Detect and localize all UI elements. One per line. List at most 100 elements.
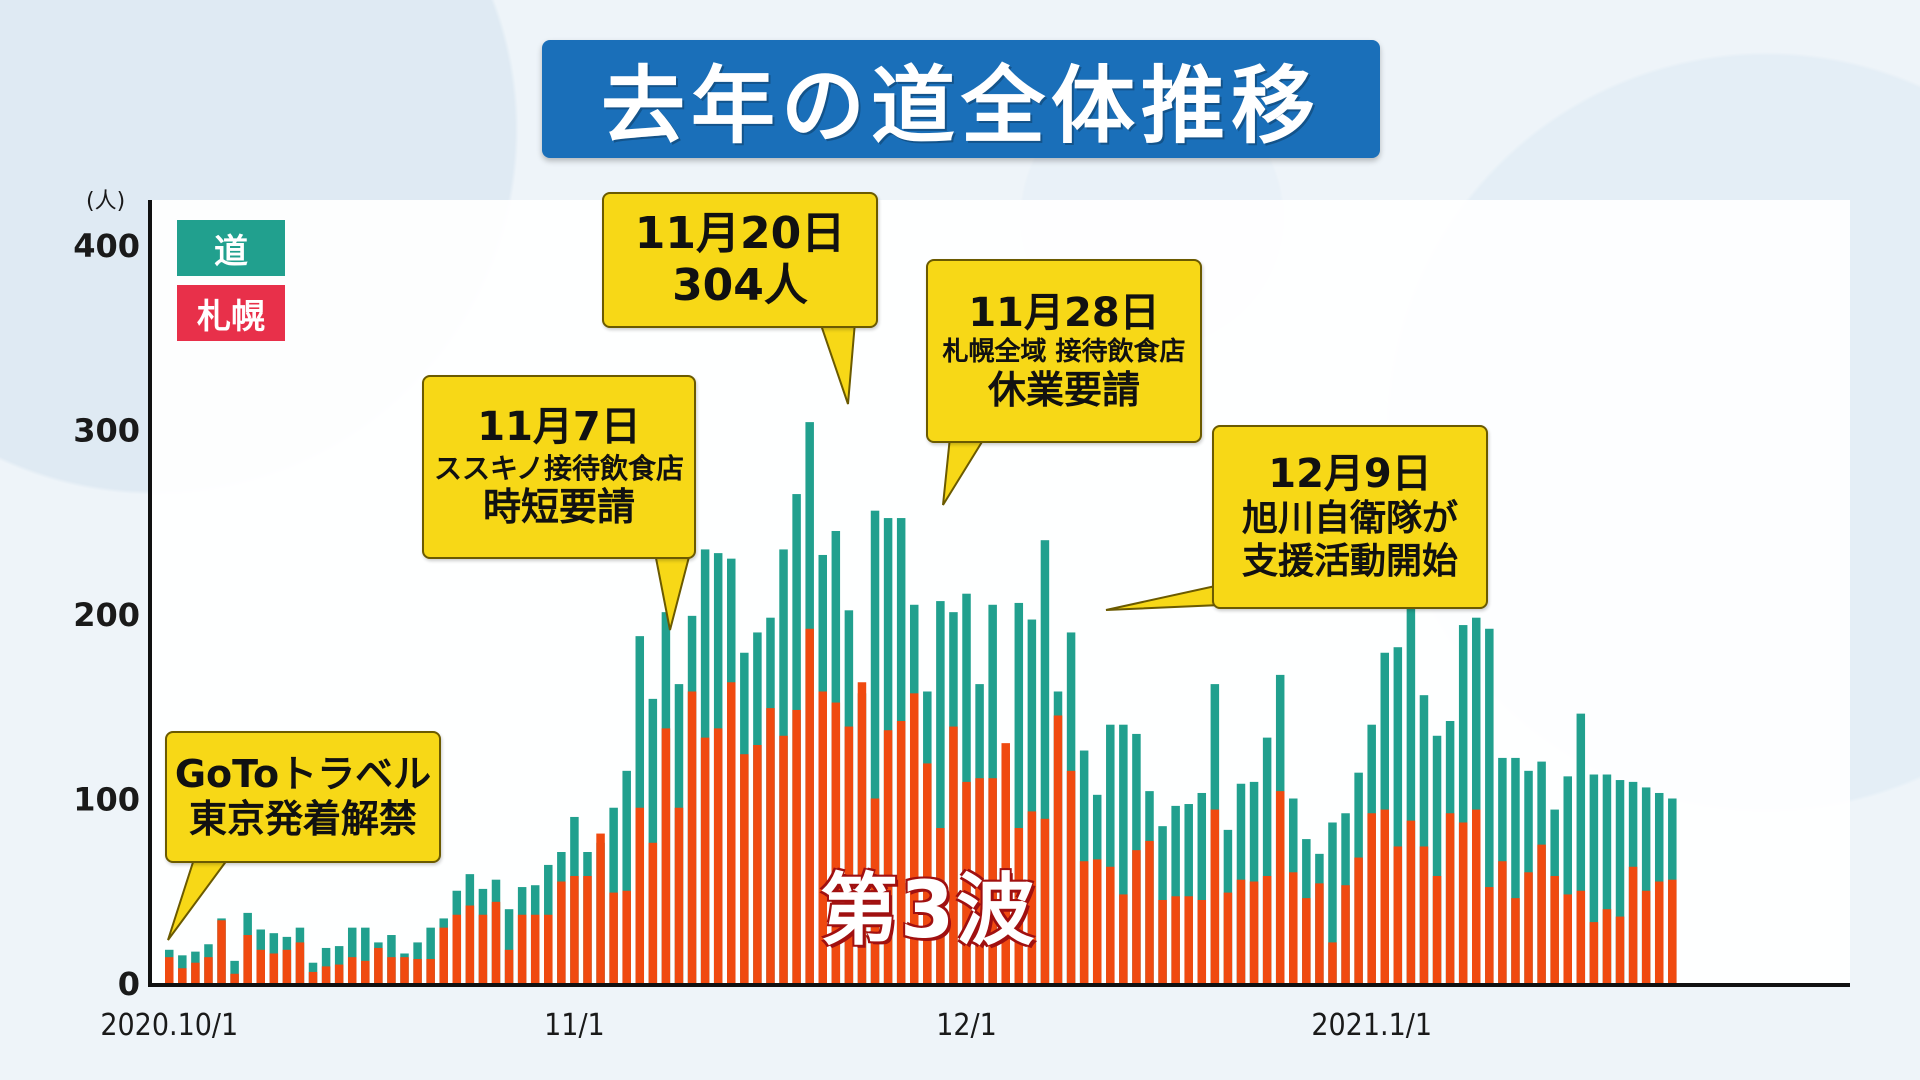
bar-sapporo: [1315, 883, 1324, 983]
bar-do: [1184, 804, 1193, 983]
y-tick-label: 100: [73, 781, 140, 819]
bar-do: [648, 698, 658, 983]
bar-sapporo: [269, 953, 279, 983]
chart-title-box: 去年の道全体推移: [542, 40, 1380, 158]
bar-sapporo: [687, 691, 697, 983]
bar-sapporo: [1184, 896, 1193, 983]
bar-do: [870, 510, 880, 983]
bar-sapporo: [243, 935, 252, 983]
bar-sapporo: [883, 730, 893, 983]
bar-sapporo: [295, 942, 305, 983]
bar-sapporo: [191, 962, 200, 983]
bar-sapporo: [1563, 894, 1572, 983]
callout-goto: GoToトラベル 東京発着解禁: [165, 731, 441, 863]
callout-nov20: 11月20日 304人: [602, 192, 878, 328]
callout-nov7-line3: 時短要請: [482, 484, 635, 529]
bar-sapporo: [1380, 809, 1390, 983]
bar-sapporo: [517, 914, 527, 984]
bar-sapporo: [1171, 896, 1180, 983]
x-tick-label: 11/1: [544, 1008, 605, 1043]
bar-do: [1602, 774, 1612, 983]
bar-sapporo: [570, 875, 579, 983]
bar-sapporo: [792, 709, 801, 983]
bar-do: [230, 960, 239, 983]
bar-do: [1262, 737, 1272, 983]
bar-sapporo: [779, 735, 788, 983]
bar-do: [347, 927, 357, 983]
y-unit-label: (人): [86, 189, 125, 214]
bar-sapporo: [962, 781, 971, 983]
bar-sapporo: [217, 920, 226, 983]
bar-sapporo: [949, 726, 958, 983]
bar-sapporo: [596, 833, 605, 983]
y-tick-label: 300: [73, 412, 140, 450]
bar-do: [1419, 695, 1429, 983]
bar-sapporo: [648, 842, 658, 983]
bar-sapporo: [857, 682, 867, 983]
bar-sapporo: [753, 745, 762, 983]
bar-do: [1040, 540, 1050, 983]
callout-nov20-count: 304人: [672, 260, 808, 311]
bar-sapporo: [256, 949, 265, 983]
bar-do: [1014, 602, 1024, 983]
bar-do: [1119, 724, 1128, 983]
y-ticks-group: 0 100 200 300 400: [73, 227, 140, 1003]
y-tick-label: 0: [118, 965, 140, 1003]
bar-sapporo: [1132, 850, 1141, 983]
bar-sapporo: [1341, 885, 1350, 983]
bar-sapporo: [1498, 861, 1507, 983]
bar-sapporo: [1615, 916, 1625, 983]
callout-dec9-date: 12月9日: [1268, 450, 1432, 497]
bar-sapporo: [975, 778, 984, 983]
bar-sapporo: [1576, 890, 1586, 983]
bar-sapporo: [805, 628, 814, 983]
y-tick-label: 200: [73, 596, 140, 634]
bar-sapporo: [1106, 866, 1115, 983]
x-tick-label: 2020.10/1: [100, 1008, 238, 1043]
bar-sapporo: [1119, 894, 1128, 983]
bar-sapporo: [870, 798, 880, 983]
bar-sapporo: [544, 914, 553, 984]
bar-sapporo: [387, 957, 396, 983]
bar-sapporo: [1092, 859, 1102, 983]
bar-sapporo: [1328, 942, 1337, 983]
bars-group: [165, 422, 1677, 984]
callout-pointers: [167, 321, 1221, 941]
bar-sapporo: [374, 947, 383, 983]
callout-dec9-line3: 支援活動開始: [1241, 540, 1458, 582]
bar-sapporo: [413, 959, 422, 983]
bar-do: [1027, 619, 1037, 983]
bar-sapporo: [1589, 922, 1599, 983]
bar-do: [1406, 586, 1416, 984]
bar-do: [1432, 735, 1442, 983]
bar-do: [1472, 617, 1481, 983]
bar-sapporo: [1406, 820, 1416, 983]
bar-sapporo: [844, 726, 854, 983]
third-wave-label: 第3波: [820, 866, 1037, 956]
bar-sapporo: [334, 964, 344, 983]
bar-do: [936, 601, 945, 984]
bar-sapporo: [988, 778, 997, 983]
bar-sapporo: [439, 927, 448, 983]
callout-nov7-date: 11月7日: [477, 404, 641, 451]
bar-sapporo: [1302, 898, 1311, 983]
bar-sapporo: [831, 702, 841, 983]
bar-sapporo: [1040, 818, 1050, 983]
bar-do: [1511, 757, 1520, 983]
bar-sapporo: [740, 754, 749, 983]
bar-sapporo: [1210, 809, 1220, 983]
bar-sapporo: [609, 892, 618, 984]
bar-sapporo: [1668, 879, 1677, 983]
bar-sapporo: [936, 828, 945, 983]
bar-do: [1615, 780, 1625, 983]
bar-do: [1197, 792, 1207, 983]
bar-sapporo: [165, 957, 174, 983]
bar-sapporo: [1354, 857, 1363, 983]
bar-sapporo: [1027, 811, 1037, 983]
bar-sapporo: [1628, 866, 1638, 983]
bar-sapporo: [674, 807, 684, 984]
bar-sapporo: [204, 957, 213, 983]
bar-sapporo: [700, 737, 710, 983]
bar-sapporo: [1262, 875, 1272, 983]
